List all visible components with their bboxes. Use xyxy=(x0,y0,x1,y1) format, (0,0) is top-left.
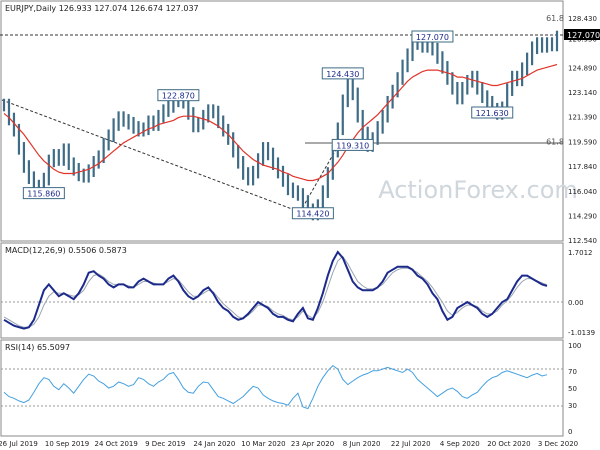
annotation-label: 61.8 xyxy=(546,14,564,23)
y-tick-label: 50 xyxy=(568,385,577,393)
x-tick-label: 23 Apr 2020 xyxy=(291,440,334,448)
x-tick-label: 10 Sep 2019 xyxy=(45,440,89,448)
y-tick-label: 124.890 xyxy=(568,64,597,72)
price-annotations: 115.860 122.870 114.420 119.310 124.430 127.0… xyxy=(22,14,564,220)
rsi-panel xyxy=(0,339,564,437)
y-tick-label: 0.00 xyxy=(568,299,584,307)
x-tick-label: 4 Sep 2020 xyxy=(440,440,480,448)
y-tick-label: 117.840 xyxy=(568,163,597,171)
x-tick-label: 10 Mar 2020 xyxy=(241,440,285,448)
x-axis-ticks: 26 Jul 2019 10 Sep 2019 24 Oct 2019 9 Dec 2… xyxy=(0,440,578,448)
y-tick-label: 0 xyxy=(568,428,572,436)
annotation-label: 115.860 xyxy=(27,190,60,199)
annotation-label: 124.430 xyxy=(326,70,359,79)
annotation-label: 127.070 xyxy=(416,33,449,42)
annotation-box xyxy=(411,30,454,43)
annotation-label: 122.870 xyxy=(162,92,195,101)
annotation-label: 121.630 xyxy=(476,109,509,118)
y-tick-label: 119.590 xyxy=(568,139,597,147)
macd-panel xyxy=(0,242,564,339)
price-title: EURJPY,Daily 126.933 127.074 126.674 127… xyxy=(5,4,199,13)
y-tick-label: 112.540 xyxy=(568,237,597,245)
price-tag-label: 127.070 xyxy=(567,31,600,40)
macd-signal-line xyxy=(3,255,548,328)
moving-average-line xyxy=(3,63,558,182)
annotation-box xyxy=(321,67,364,80)
macd-title: MACD(12,26,9) 0.5506 0.5873 xyxy=(5,246,127,255)
y-tick-label: 121.390 xyxy=(568,113,597,121)
x-tick-label: 24 Oct 2019 xyxy=(95,440,138,448)
annotation-box xyxy=(291,207,334,220)
x-tick-label: 20 Oct 2020 xyxy=(487,440,530,448)
price-tag-box xyxy=(564,29,600,40)
annotation-box xyxy=(22,187,65,200)
x-tick-label: 24 Jan 2020 xyxy=(193,440,235,448)
x-tick-label: 22 Jul 2020 xyxy=(391,440,431,448)
y-tick-label: 30 xyxy=(568,402,577,410)
annotation-label: 114.420 xyxy=(296,210,329,219)
x-tick-label: 26 Jul 2019 xyxy=(0,440,38,448)
rsi-title: RSI(14) 65.5097 xyxy=(5,343,70,352)
y-tick-label: 70 xyxy=(568,368,577,376)
macd-line xyxy=(3,250,548,330)
annotation-label: 61.8 xyxy=(546,138,564,147)
x-tick-label: 8 Jun 2020 xyxy=(343,440,381,448)
annotation-label: 119.310 xyxy=(336,141,369,150)
annotation-box xyxy=(157,89,200,102)
y-tick-label: 116.040 xyxy=(568,188,597,196)
annotation-box xyxy=(331,138,374,151)
y-tick-label: 1.7012 xyxy=(568,249,593,257)
y-axis-ticks: 128.430126.950124.890123.140121.390119.5… xyxy=(568,15,597,436)
y-tick-label: -1.0139 xyxy=(568,329,595,337)
x-tick-label: 9 Dec 2019 xyxy=(145,440,185,448)
y-tick-label: 114.290 xyxy=(568,213,597,221)
rsi-line xyxy=(3,364,548,410)
trend-line-up xyxy=(299,145,339,213)
price-panel xyxy=(0,0,564,242)
x-tick-label: 3 Dec 2020 xyxy=(538,440,578,448)
trend-line-down xyxy=(1,99,301,213)
annotation-box xyxy=(471,106,514,119)
watermark: ActionForex.com xyxy=(378,176,578,204)
y-tick-label: 128.430 xyxy=(568,15,597,23)
y-tick-label: 100 xyxy=(568,342,581,350)
y-tick-label: 123.140 xyxy=(568,89,597,97)
